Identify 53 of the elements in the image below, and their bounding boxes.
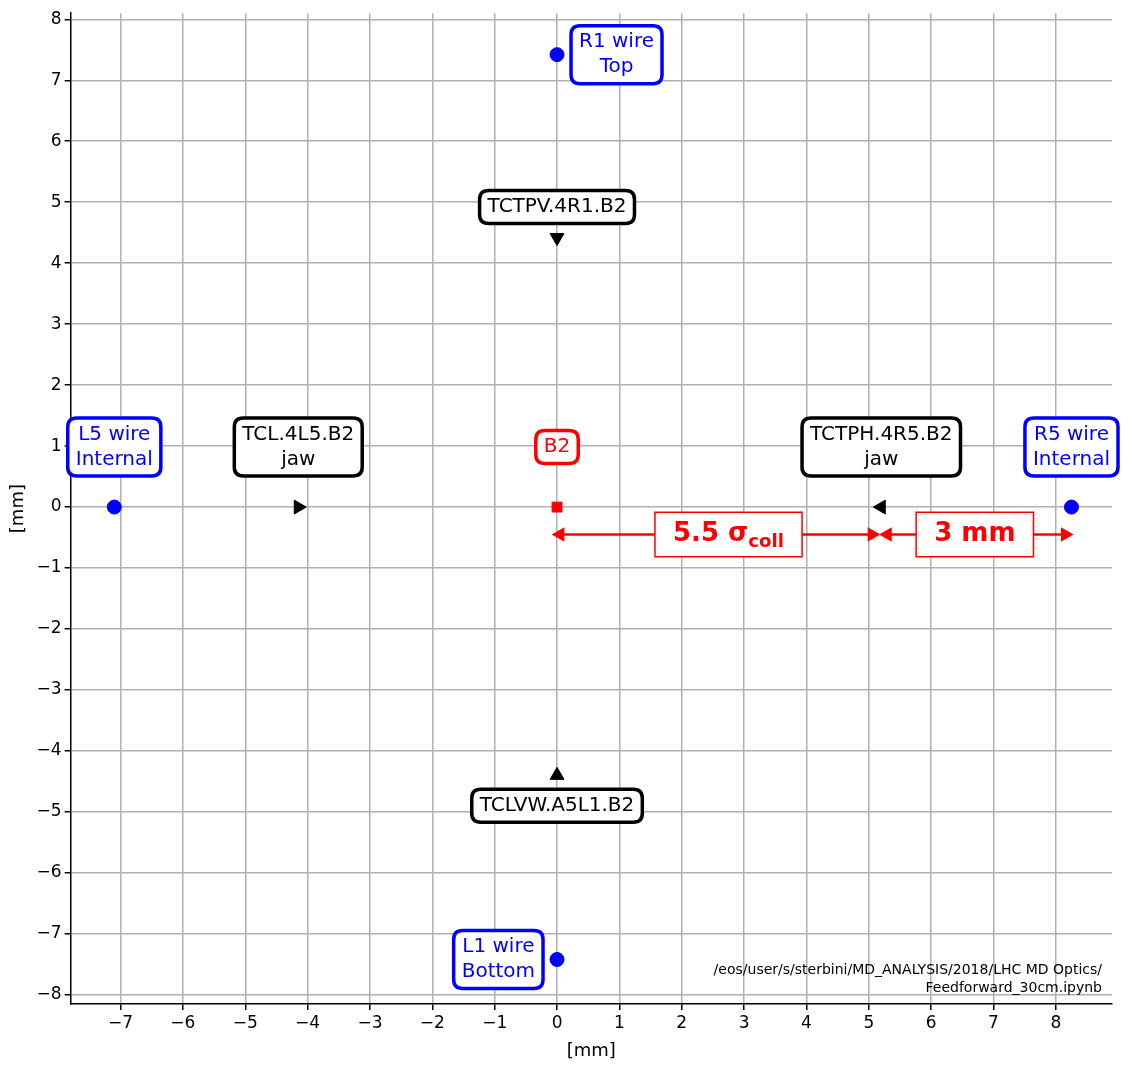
annotation: L5 wire Internal: [75, 420, 153, 470]
point: [549, 766, 565, 780]
annotation: /eos/user/s/sterbini/MD_ANALYSIS/2018/LHC MD Optics/ Feedforward_30cm.ipynb: [713, 961, 1103, 995]
point: [549, 951, 565, 967]
y-tick-label: −3: [36, 678, 62, 699]
x-tick-label: 5: [863, 1011, 875, 1032]
y-tick-label: 2: [50, 373, 62, 394]
y-tick-label: 6: [50, 129, 62, 150]
x-tick-label: −5: [232, 1011, 258, 1032]
y-tick-label: −1: [36, 556, 62, 577]
x-tick-label: −7: [108, 1011, 134, 1032]
x-tick-label: 4: [801, 1011, 812, 1032]
y-tick-label: −5: [36, 800, 62, 821]
x-tick-label: −2: [419, 1011, 445, 1032]
x-tick-label: 3: [738, 1011, 750, 1032]
point: [551, 501, 563, 513]
x-tick-label: 7: [988, 1011, 999, 1032]
annotation: 3 mm: [934, 517, 1016, 548]
x-tick-label: 1: [613, 1011, 625, 1032]
annotation: TCTPV.4R1.B2: [486, 193, 627, 218]
point: [293, 499, 307, 515]
y-tick-label: 4: [50, 251, 62, 272]
y-tick-label: −7: [36, 922, 62, 943]
annotation: B2: [543, 433, 571, 458]
y-tick-label: −8: [36, 983, 62, 1004]
y-axis-title: [mm]: [6, 484, 28, 534]
x-tick-label: −6: [170, 1011, 196, 1032]
x-tick-label: 2: [676, 1011, 688, 1032]
annotation: R1 wire Top: [579, 28, 655, 78]
x-axis-title: [mm]: [566, 1038, 616, 1060]
x-tick-label: 6: [925, 1011, 937, 1032]
annotation: R5 wire Internal: [1032, 420, 1111, 470]
point: [106, 499, 122, 515]
x-tick-label: −3: [357, 1011, 383, 1032]
y-tick-label: 0: [50, 495, 62, 516]
y-tick-label: 5: [50, 190, 62, 211]
x-tick-label: 8: [1050, 1011, 1062, 1032]
annotation: TCLVW.A5L1.B2: [478, 792, 635, 817]
y-tick-label: 1: [50, 434, 62, 455]
annotation: TCTPH.4R5.B2 jaw: [809, 420, 953, 470]
x-tick-label: 0: [551, 1011, 563, 1032]
annotation: L1 wire Bottom: [461, 933, 536, 983]
x-tick-label: −4: [295, 1011, 321, 1032]
y-tick-label: −4: [36, 739, 62, 760]
y-tick-label: −6: [36, 861, 62, 882]
y-tick-label: 7: [50, 68, 62, 89]
y-tick-label: −2: [36, 617, 62, 638]
y-tick-label: 3: [50, 312, 62, 333]
point: [549, 47, 565, 63]
y-tick-label: 8: [50, 7, 62, 28]
x-tick-label: −1: [482, 1011, 508, 1032]
point: [1063, 499, 1079, 515]
annotation: TCL.4L5.B2 jaw: [241, 420, 355, 470]
